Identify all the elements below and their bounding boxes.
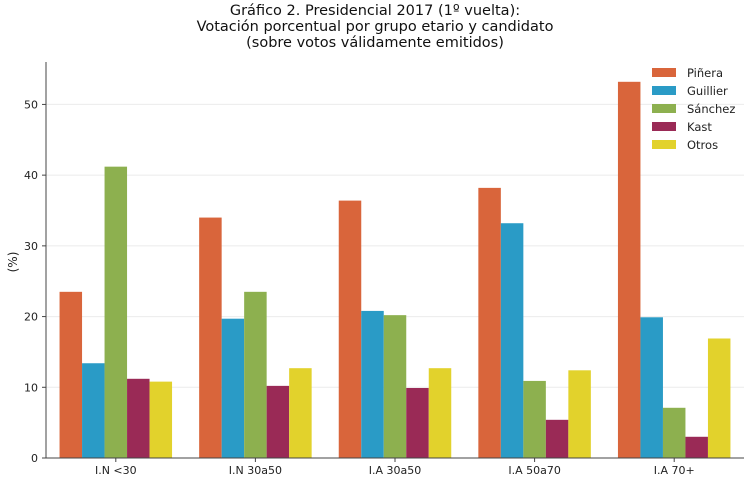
x-tick-label: I.A 70+: [654, 464, 695, 477]
legend-label: Sánchez: [687, 102, 735, 116]
x-tick-label: I.A 50a70: [508, 464, 561, 477]
bar-otros: [707, 338, 731, 458]
bar-guillier: [500, 223, 524, 458]
bar-kast: [127, 378, 150, 458]
legend-swatch: [652, 68, 676, 77]
bar-s-nchez: [383, 315, 407, 458]
bar-s-nchez: [523, 380, 546, 458]
chart-title-block: Gráfico 2. Presidencial 2017 (1º vuelta)…: [0, 3, 750, 51]
legend-swatch: [652, 104, 676, 113]
legend-swatch: [652, 140, 676, 149]
bar-otros: [149, 381, 173, 458]
bar-pi-era: [338, 200, 362, 458]
bar-pi-era: [617, 81, 641, 459]
bar-kast: [545, 419, 569, 458]
y-axis-title: (%): [6, 252, 20, 273]
bar-s-nchez: [104, 166, 128, 458]
bar-kast: [406, 387, 429, 458]
bar-pi-era: [478, 187, 501, 458]
legend-label: Otros: [687, 138, 718, 152]
bar-pi-era: [59, 291, 83, 458]
y-tick-label: 0: [31, 452, 38, 465]
y-tick-label: 20: [24, 311, 38, 324]
bar-guillier: [82, 363, 105, 458]
bar-pi-era: [199, 217, 222, 458]
bar-s-nchez: [662, 407, 686, 458]
x-tick-label: I.N 30a50: [229, 464, 282, 477]
legend-swatch: [652, 122, 676, 131]
legend-label: Piñera: [687, 66, 723, 80]
x-tick-label: I.N <30: [95, 464, 137, 477]
bar-kast: [266, 385, 290, 458]
legend-label: Guillier: [687, 84, 728, 98]
chart-subtitle-note: (sobre votos válidamente emitidos): [246, 35, 504, 51]
bar-guillier: [640, 317, 663, 458]
bar-otros: [289, 368, 312, 458]
bar-kast: [685, 436, 708, 458]
bar-guillier: [361, 310, 384, 458]
chart-title: Gráfico 2. Presidencial 2017 (1º vuelta)…: [229, 3, 521, 19]
bar-otros: [428, 368, 452, 458]
chart-subtitle: Votación porcentual por grupo etario y c…: [196, 19, 554, 35]
y-tick-label: 40: [24, 169, 38, 182]
bar-otros: [568, 370, 591, 458]
y-tick-label: 50: [24, 98, 38, 111]
y-tick-label: 30: [24, 240, 38, 253]
legend-swatch: [652, 86, 676, 95]
bar-s-nchez: [244, 291, 267, 458]
bar-guillier: [221, 318, 245, 458]
legend-label: Kast: [687, 120, 712, 134]
x-tick-label: I.A 30a50: [369, 464, 422, 477]
y-tick-label: 10: [24, 381, 38, 394]
